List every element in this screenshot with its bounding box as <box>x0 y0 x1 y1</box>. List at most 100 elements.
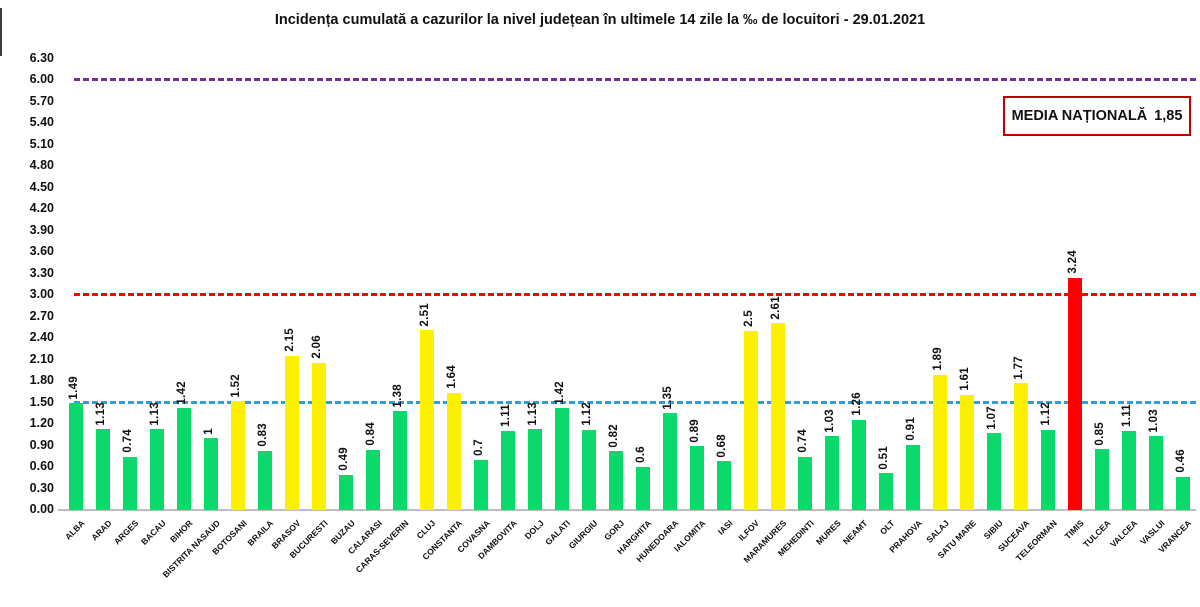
national-average-label: MEDIA NAȚIONALĂ <box>1011 108 1148 124</box>
national-average-badge: MEDIA NAȚIONALĂ 1,85 <box>1003 96 1191 136</box>
y-axis-tick-4.50: 4.50 <box>29 179 54 194</box>
y-axis-tick-2.70: 2.70 <box>29 308 54 323</box>
x-axis-label-tulcea: TULCEA <box>1081 518 1113 550</box>
bar-botosani <box>230 401 245 510</box>
bar-value-bihor: 1.42 <box>175 380 188 405</box>
bar-value-constanta: 1.64 <box>445 364 458 389</box>
y-axis-tick-5.40: 5.40 <box>29 115 54 130</box>
screen-edge-artifact <box>0 8 2 56</box>
bar-caras-severin <box>392 411 407 510</box>
y-axis-tick-3.90: 3.90 <box>29 222 54 237</box>
bar-harghita <box>635 467 650 510</box>
bar-value-arad: 1.13 <box>94 401 107 426</box>
bar-value-braila: 0.83 <box>256 422 269 447</box>
bar-bistrita-nasaud <box>203 438 218 510</box>
bar-value-sibiu: 1.07 <box>985 405 998 430</box>
bar-valcea <box>1121 430 1136 510</box>
x-axis-label-arad: ARAD <box>89 518 114 543</box>
reference-purple-line-6.00 <box>74 78 1196 82</box>
x-axis-label-valcea: VALCEA <box>1108 518 1140 550</box>
bar-satu-mare <box>959 394 974 510</box>
bar-ilfov <box>743 331 758 510</box>
bar-value-timis: 3.24 <box>1066 250 1079 275</box>
bar-value-gorj: 0.82 <box>607 423 620 448</box>
y-axis-tick-0.00: 0.00 <box>29 502 54 516</box>
y-axis-tick-1.20: 1.20 <box>29 416 54 431</box>
bar-teleorman <box>1040 429 1055 510</box>
y-axis-tick-3.30: 3.30 <box>29 265 54 280</box>
bar-value-mehedinti: 0.74 <box>796 429 809 454</box>
x-axis-label-giurgiu: GIURGIU <box>566 518 600 551</box>
x-axis-label-dolj: DOLJ <box>522 518 546 542</box>
bar-value-caras-severin: 1.38 <box>391 383 404 408</box>
bar-timis <box>1067 278 1082 510</box>
bar-value-bucuresti: 2.06 <box>310 334 323 359</box>
bar-cluj <box>419 330 434 510</box>
bar-value-buzau: 0.49 <box>337 447 350 471</box>
bar-prahova <box>905 444 920 510</box>
bar-value-maramures: 2.61 <box>769 295 782 320</box>
bar-sibiu <box>986 433 1001 510</box>
bar-salaj <box>932 374 947 510</box>
bar-value-harghita: 0.6 <box>634 446 647 464</box>
bar-arad <box>95 429 110 510</box>
bar-value-arges: 0.74 <box>121 429 134 454</box>
x-axis-label-neamt: NEAMT <box>841 518 870 547</box>
bar-value-teleorman: 1.12 <box>1039 402 1052 426</box>
bar-value-cluj: 2.51 <box>418 302 431 327</box>
y-axis-tick-6.30: 6.30 <box>29 50 54 65</box>
bar-value-botosani: 1.52 <box>229 373 242 398</box>
bar-value-calarasi: 0.84 <box>364 422 377 446</box>
y-axis-tick-5.10: 5.10 <box>29 136 54 151</box>
chart-title: Incidența cumulată a cazurilor la nivel … <box>274 12 926 28</box>
bar-value-giurgiu: 1.12 <box>580 402 593 426</box>
bar-value-dolj: 1.13 <box>526 401 539 426</box>
bar-maramures <box>770 323 785 510</box>
y-axis-tick-1.50: 1.50 <box>29 394 54 409</box>
bar-vaslui <box>1148 436 1163 510</box>
x-axis-label-sibiu: SIBIU <box>981 518 1005 542</box>
x-axis-label-ilfov: ILFOV <box>736 518 762 543</box>
y-axis-tick-3.00: 3.00 <box>29 287 54 302</box>
bar-value-brasov: 2.15 <box>283 328 296 353</box>
x-axis-label-olt: OLT <box>877 518 897 537</box>
bar-value-galati: 1.42 <box>553 380 566 405</box>
y-axis-tick-6.00: 6.00 <box>29 72 54 87</box>
bar-buzau <box>338 474 353 510</box>
y-axis-tick-4.80: 4.80 <box>29 158 54 173</box>
bar-value-dambovita: 1.11 <box>499 403 512 427</box>
bar-value-covasna: 0.7 <box>472 439 485 456</box>
bar-value-tulcea: 0.85 <box>1093 421 1106 446</box>
bar-bucuresti <box>311 362 326 510</box>
y-axis-tick-0.90: 0.90 <box>29 437 54 452</box>
bar-constanta <box>446 392 461 510</box>
bar-mehedinti <box>797 457 812 510</box>
bar-ialomita <box>689 446 704 510</box>
x-axis-line <box>58 509 1196 511</box>
bar-neamt <box>851 419 866 510</box>
bar-alba <box>68 403 83 510</box>
bar-arges <box>122 457 137 510</box>
x-axis-label-arges: ARGES <box>112 518 141 547</box>
bar-value-alba: 1.49 <box>67 375 80 400</box>
bar-value-hunedoara: 1.35 <box>661 385 674 410</box>
bar-value-vaslui: 1.03 <box>1147 408 1160 433</box>
bar-iasi <box>716 461 731 510</box>
x-axis-label-mures: MURES <box>813 518 843 547</box>
bar-tulcea <box>1094 449 1109 510</box>
x-axis-label-iasi: IASI <box>715 518 735 537</box>
bar-value-prahova: 0.91 <box>904 417 917 441</box>
bar-mures <box>824 436 839 510</box>
x-axis-label-alba: ALBA <box>62 518 87 542</box>
y-axis-tick-5.70: 5.70 <box>29 93 54 108</box>
bar-value-bacau: 1.13 <box>148 401 161 426</box>
y-axis-tick-0.30: 0.30 <box>29 480 54 495</box>
bar-calarasi <box>365 449 380 510</box>
reference-red-line-3.00 <box>74 293 1196 297</box>
y-axis-tick-0.60: 0.60 <box>29 459 54 474</box>
bar-value-satu-mare: 1.61 <box>958 367 971 391</box>
x-axis-label-cluj: CLUJ <box>414 518 438 541</box>
bar-value-bistrita-nasaud: 1 <box>202 427 215 435</box>
bar-covasna <box>473 459 488 510</box>
